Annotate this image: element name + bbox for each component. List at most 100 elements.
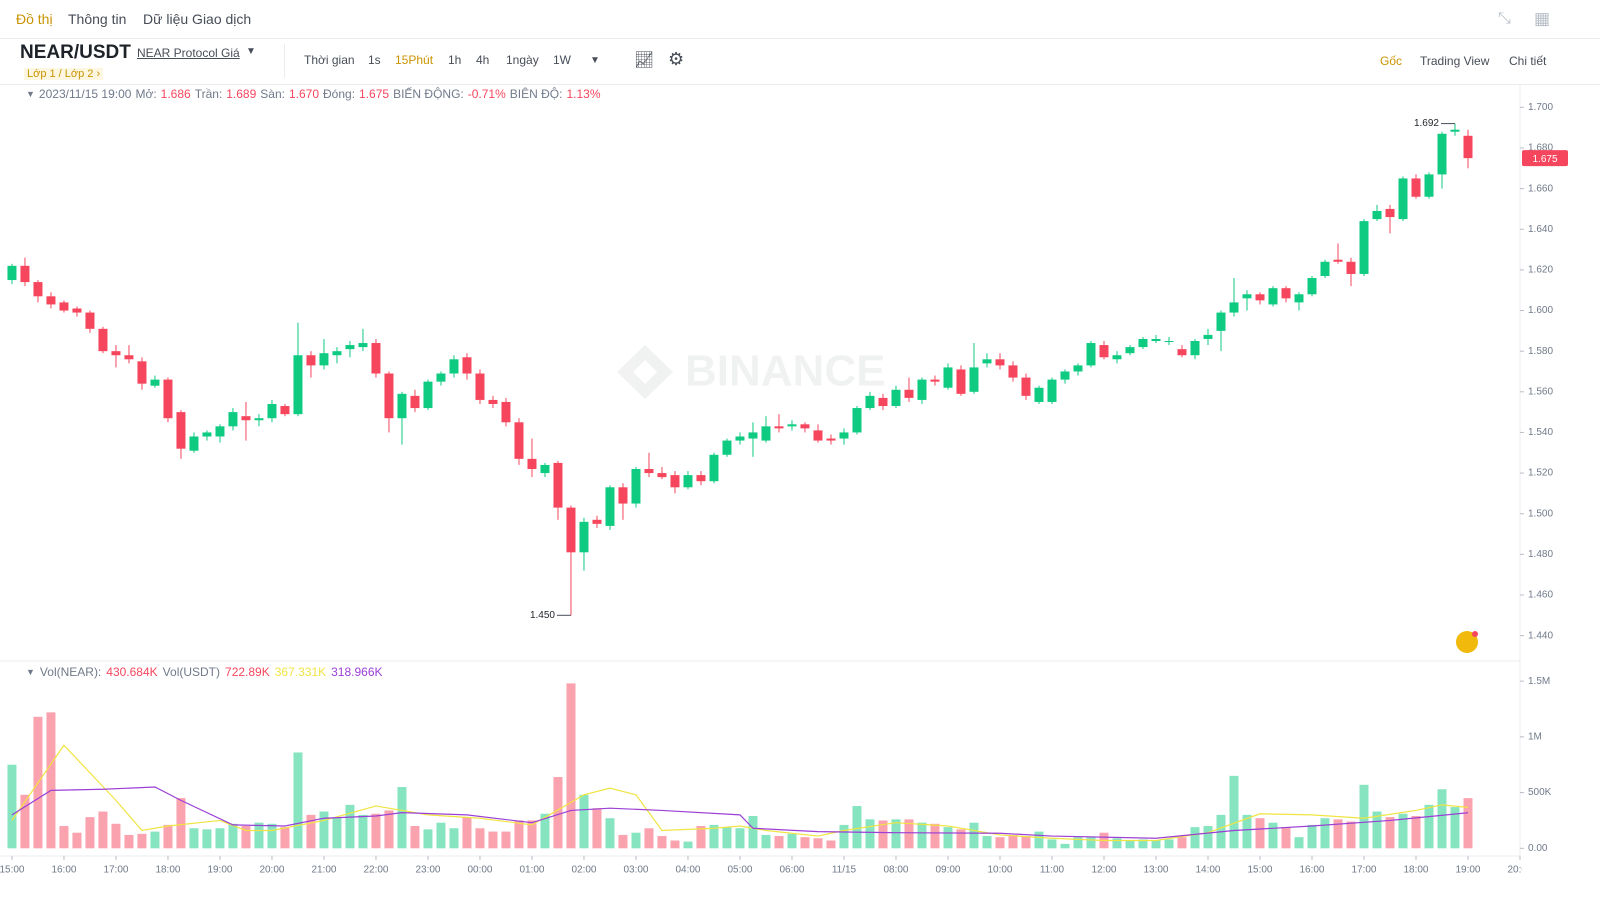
- y-tick-label: 1.460: [1528, 590, 1553, 601]
- candle-body: [111, 351, 121, 356]
- candle-body: [150, 379, 160, 386]
- caret[interactable]: ▼: [26, 89, 35, 99]
- chat-icon[interactable]: [1456, 631, 1478, 653]
- y-tick-label: 1.440: [1528, 630, 1553, 641]
- volume-bar: [1346, 821, 1356, 849]
- candle-body: [215, 426, 225, 437]
- candle-body: [553, 462, 563, 508]
- volume-bar: [423, 829, 433, 849]
- candle-body: [72, 308, 82, 313]
- volume-legend-item: Vol(NEAR):: [39, 665, 102, 679]
- interval[interactable]: 1ngày: [506, 53, 539, 67]
- volume-bar: [657, 836, 667, 849]
- volume-bar: [943, 827, 953, 849]
- volume-bar: [813, 838, 823, 849]
- x-tick-label: 19:00: [207, 865, 232, 876]
- caret[interactable]: ▼: [590, 55, 600, 66]
- candle-body: [1385, 208, 1395, 218]
- volume-bar: [228, 823, 238, 849]
- tag[interactable]: Lớp 1 / Lớp 2 ›: [24, 68, 104, 80]
- symbol-name[interactable]: NEAR Protocol Giá: [137, 46, 240, 60]
- volume-bar: [1151, 840, 1161, 849]
- volume-legend: ▼ Vol(NEAR): 430.684K Vol(USDT) 722.89K 367.3…: [26, 665, 383, 679]
- volume-legend-item: 318.966K: [331, 665, 383, 679]
- view[interactable]: Gốc: [1380, 54, 1403, 68]
- candle-body: [410, 395, 420, 409]
- x-ticks: 15:00 16:00 17:00 18:00 19:00 20:00 21:00 22:00…: [0, 856, 1522, 876]
- candle-body: [137, 361, 147, 384]
- x-tick-label: 05:00: [727, 865, 752, 876]
- candle-body: [1463, 135, 1473, 159]
- candle-body: [1450, 129, 1460, 132]
- volume-bar: [579, 794, 589, 849]
- volume-bar: [1320, 818, 1330, 849]
- candle-body: [761, 426, 771, 441]
- tab[interactable]: Thông tin: [68, 11, 127, 27]
- interval[interactable]: Thời gian: [304, 53, 355, 67]
- volume-bar: [514, 820, 524, 849]
- candle-body: [1164, 341, 1174, 343]
- volume-bar: [137, 833, 147, 849]
- candle-body: [1008, 365, 1018, 378]
- candle-body: [1047, 379, 1057, 402]
- candle-body: [865, 395, 875, 409]
- volume-bar: [696, 826, 706, 849]
- volume-bar: [839, 824, 849, 849]
- volume-bar: [267, 823, 277, 849]
- volume-bar: [930, 823, 940, 849]
- candle-body: [59, 302, 69, 311]
- candle-body: [1073, 365, 1083, 372]
- caret[interactable]: ▼: [26, 667, 35, 677]
- info-value: 1.689: [226, 87, 257, 101]
- candle-body: [7, 265, 17, 281]
- candle-body: [202, 432, 212, 437]
- volume-bar: [163, 824, 173, 849]
- indicator-icon[interactable]: 📈︎: [634, 52, 655, 69]
- candle-body: [748, 432, 758, 439]
- candle-body: [254, 418, 264, 421]
- layout-icon[interactable]: ▦: [1534, 9, 1551, 28]
- candle-body: [1372, 210, 1382, 220]
- y-tick-label: 1.620: [1528, 265, 1553, 276]
- collapse-icon[interactable]: ⤡: [1498, 10, 1511, 27]
- view[interactable]: Trading View: [1420, 54, 1490, 68]
- y-tick-label: 1.540: [1528, 427, 1553, 438]
- candle-body: [1398, 178, 1408, 220]
- volume-bar: [124, 834, 134, 849]
- tab[interactable]: Đồ thị: [16, 11, 53, 27]
- interval[interactable]: 4h: [476, 53, 490, 67]
- candle-body: [488, 399, 498, 404]
- candle-body: [618, 487, 628, 504]
- x-tick-label: 17:00: [103, 865, 128, 876]
- tab[interactable]: Dữ liệu Giao dịch: [143, 11, 252, 27]
- volume-bar: [488, 831, 498, 849]
- x-tick-label: 00:00: [467, 865, 492, 876]
- volume-bar: [1112, 838, 1122, 849]
- candle-body: [969, 367, 979, 392]
- y-tick-label: 500K: [1528, 787, 1552, 798]
- x-tick-label: 01:00: [519, 865, 544, 876]
- interval[interactable]: 15Phút: [395, 53, 434, 67]
- x-tick-label: 06:00: [779, 865, 804, 876]
- candle-body: [293, 355, 303, 415]
- volume-bar: [85, 817, 95, 849]
- x-tick-label: 19:00: [1455, 865, 1480, 876]
- volume-bar: [540, 813, 550, 849]
- settings-icon[interactable]: ⚙: [668, 49, 685, 69]
- y-tick-label: 1.660: [1528, 183, 1553, 194]
- y-tick-label: 1.500: [1528, 508, 1553, 519]
- x-tick-label: 17:00: [1351, 865, 1376, 876]
- interval[interactable]: 1W: [553, 53, 571, 67]
- interval[interactable]: 1s: [368, 53, 381, 67]
- candle-body: [371, 343, 381, 374]
- x-tick-label: 09:00: [935, 865, 960, 876]
- volume-bar: [1450, 807, 1460, 849]
- interval[interactable]: 1h: [448, 53, 462, 67]
- volume-bar: [436, 822, 446, 849]
- volume-bar: [735, 828, 745, 849]
- candle-body: [592, 519, 602, 524]
- candle-body: [956, 369, 966, 394]
- caret[interactable]: ▼: [246, 46, 256, 57]
- info-value: 1.670: [288, 87, 319, 101]
- view[interactable]: Chi tiết: [1509, 54, 1547, 68]
